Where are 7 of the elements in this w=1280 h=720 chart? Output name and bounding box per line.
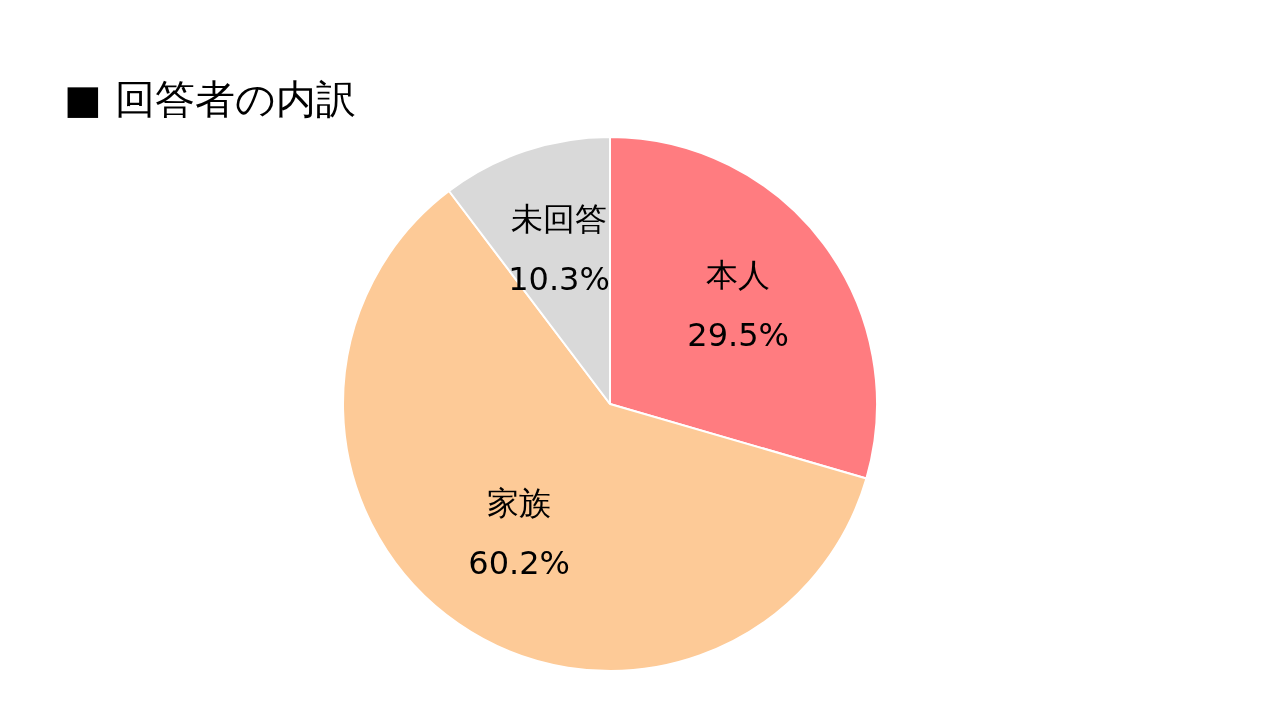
chart-title: ■ 回答者の内訳 — [64, 75, 356, 124]
slice-label: 本人 — [706, 256, 771, 295]
slice-label: 未回答 — [511, 200, 608, 239]
data-label: 10.3% — [508, 260, 610, 299]
data-label: 60.2% — [468, 544, 570, 583]
slice-label: 家族 — [487, 484, 552, 523]
data-label: 29.5% — [687, 316, 789, 355]
